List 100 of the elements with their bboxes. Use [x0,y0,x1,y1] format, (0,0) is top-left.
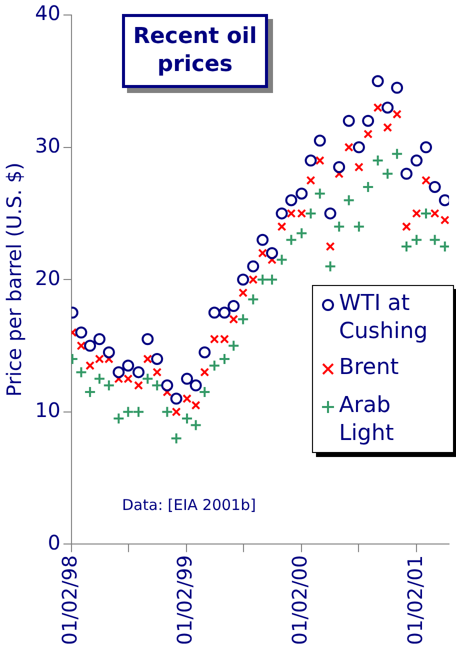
point [306,176,316,185]
point [354,162,364,172]
point [122,360,134,372]
point [208,306,220,319]
x-tick-label: 01/02/01 [402,555,427,646]
point [93,333,106,346]
point [102,346,115,358]
point [391,148,404,160]
point [297,208,306,218]
point [266,274,278,286]
point [237,274,250,286]
point [383,122,392,132]
point [94,354,104,364]
point [102,379,115,392]
point [172,407,181,416]
point [247,293,260,306]
point [430,208,440,218]
point [181,372,194,385]
point [142,372,154,385]
point [237,313,250,326]
point [304,154,317,167]
point [162,388,172,397]
point [247,260,260,272]
text: Recent oil prices [122,14,268,88]
point [208,360,220,372]
point [277,222,286,232]
point [143,354,152,364]
point [112,366,125,378]
point [258,248,268,258]
point [382,168,394,180]
x-tick-label: 01/02/00 [288,555,312,646]
point [342,114,355,127]
point [314,134,326,147]
point [229,314,238,324]
point [400,240,412,253]
y-tick-label: 40 [34,1,60,26]
y-tick-label: 30 [34,133,60,158]
point [286,208,296,218]
point [84,386,96,398]
point [142,333,154,346]
point [191,400,200,410]
point [421,176,431,185]
point [420,207,432,220]
point [333,161,346,174]
point [200,368,210,377]
point [152,368,162,377]
point [122,406,134,418]
point [344,142,354,152]
y-axis-title: Price per barrel (U.S. $) [2,162,26,397]
point [334,169,344,178]
point [410,234,423,246]
annotation: Data: [EIA 2001b] [122,496,256,514]
point [170,392,182,405]
point [132,366,145,378]
point [75,366,88,378]
point [228,340,240,352]
point [402,222,412,232]
x-tick-label: 01/02/99 [172,555,197,646]
point [266,247,278,260]
point [428,234,441,246]
point [112,412,125,424]
legend-label: Brent [339,354,399,382]
point [190,419,202,432]
point [248,275,258,284]
point [440,216,449,225]
point [124,374,133,384]
point [170,432,182,444]
point [190,379,202,392]
point [391,82,404,94]
point [392,110,402,119]
point [372,75,384,88]
x-tick-label: 01/02/98 [58,555,82,646]
point [333,220,346,233]
point [85,361,95,370]
point [364,130,373,139]
point [324,207,336,220]
point [228,300,240,312]
point [93,372,106,385]
point [400,168,412,180]
point [256,274,269,286]
point [296,188,308,200]
point [182,394,192,404]
point [362,114,374,127]
y-tick-label: 10 [34,398,60,422]
point [220,334,230,344]
y-tick-label: 0 [48,530,60,554]
point [134,380,144,390]
point [410,154,423,167]
point [373,103,382,112]
point [382,102,394,114]
point [76,341,86,350]
point [114,374,124,384]
point [362,180,374,193]
point [304,207,317,220]
point [412,208,422,218]
point [181,412,194,424]
point [285,194,298,206]
point [420,141,432,154]
point [276,207,288,220]
point [352,220,365,233]
